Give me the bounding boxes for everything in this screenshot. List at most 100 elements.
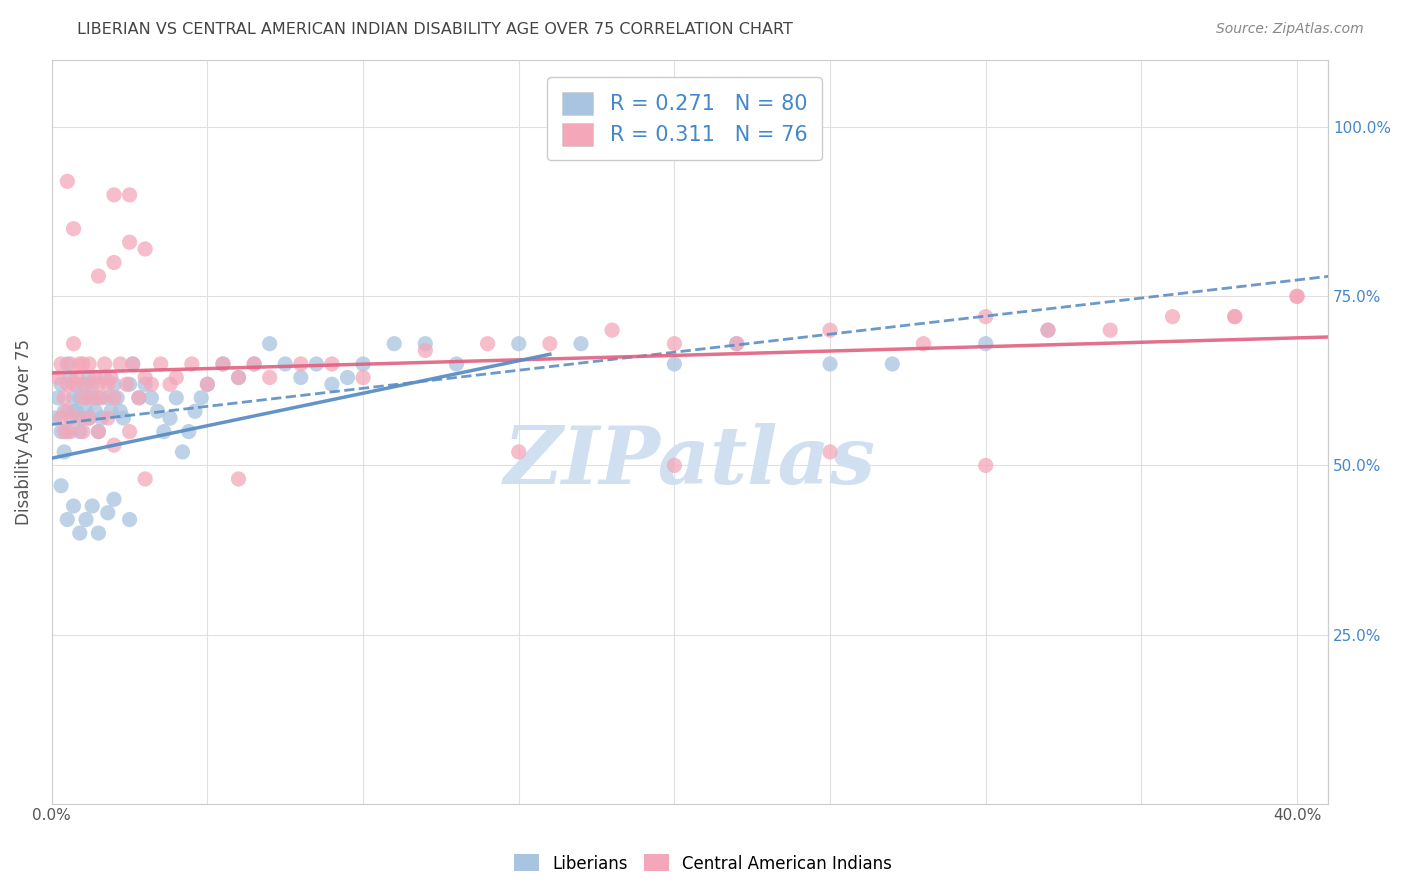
Point bbox=[177, 425, 200, 439]
Point bbox=[103, 187, 125, 202]
Text: Source: ZipAtlas.com: Source: ZipAtlas.com bbox=[1216, 22, 1364, 37]
Point bbox=[172, 445, 194, 459]
Point bbox=[90, 391, 112, 405]
Point bbox=[90, 411, 112, 425]
Point bbox=[165, 370, 187, 384]
Y-axis label: Disability Age Over 75: Disability Age Over 75 bbox=[15, 339, 32, 524]
Point bbox=[818, 445, 841, 459]
Point bbox=[56, 425, 79, 439]
Point bbox=[228, 370, 250, 384]
Text: ZIPatlas: ZIPatlas bbox=[503, 423, 876, 500]
Point bbox=[97, 411, 120, 425]
Point bbox=[49, 411, 72, 425]
Point bbox=[62, 404, 84, 418]
Point bbox=[87, 377, 110, 392]
Point bbox=[44, 411, 66, 425]
Point bbox=[53, 391, 76, 405]
Point bbox=[82, 499, 104, 513]
Point bbox=[103, 391, 125, 405]
Point bbox=[600, 323, 623, 337]
Point bbox=[110, 357, 132, 371]
Point bbox=[93, 370, 115, 384]
Point bbox=[477, 336, 499, 351]
Point bbox=[352, 357, 374, 371]
Point bbox=[49, 377, 72, 392]
Point bbox=[818, 323, 841, 337]
Point bbox=[62, 221, 84, 235]
Point bbox=[56, 512, 79, 526]
Point bbox=[97, 391, 120, 405]
Point bbox=[72, 411, 94, 425]
Point bbox=[305, 357, 328, 371]
Point bbox=[664, 458, 686, 473]
Point bbox=[84, 404, 107, 418]
Point bbox=[66, 377, 89, 392]
Point bbox=[82, 391, 104, 405]
Point bbox=[77, 370, 100, 384]
Point bbox=[69, 425, 91, 439]
Point bbox=[259, 370, 281, 384]
Point bbox=[103, 255, 125, 269]
Point bbox=[105, 391, 128, 405]
Text: LIBERIAN VS CENTRAL AMERICAN INDIAN DISABILITY AGE OVER 75 CORRELATION CHART: LIBERIAN VS CENTRAL AMERICAN INDIAN DISA… bbox=[77, 22, 793, 37]
Point bbox=[290, 357, 312, 371]
Point bbox=[75, 404, 97, 418]
Point bbox=[82, 377, 104, 392]
Point bbox=[72, 357, 94, 371]
Point bbox=[69, 357, 91, 371]
Point bbox=[274, 357, 297, 371]
Point bbox=[149, 357, 172, 371]
Legend: R = 0.271   N = 80, R = 0.311   N = 76: R = 0.271 N = 80, R = 0.311 N = 76 bbox=[547, 78, 823, 161]
Point bbox=[59, 425, 82, 439]
Point bbox=[1161, 310, 1184, 324]
Point bbox=[49, 425, 72, 439]
Point bbox=[415, 336, 437, 351]
Point bbox=[974, 336, 997, 351]
Point bbox=[62, 377, 84, 392]
Point bbox=[128, 391, 150, 405]
Point bbox=[97, 377, 120, 392]
Point bbox=[912, 336, 935, 351]
Point bbox=[141, 391, 163, 405]
Point bbox=[53, 445, 76, 459]
Point bbox=[72, 377, 94, 392]
Point bbox=[75, 391, 97, 405]
Point bbox=[103, 492, 125, 507]
Point bbox=[118, 512, 141, 526]
Point bbox=[49, 357, 72, 371]
Point bbox=[66, 370, 89, 384]
Point bbox=[1223, 310, 1246, 324]
Point bbox=[134, 242, 156, 256]
Point bbox=[66, 411, 89, 425]
Point bbox=[415, 343, 437, 358]
Point bbox=[228, 370, 250, 384]
Point bbox=[134, 370, 156, 384]
Point bbox=[1285, 289, 1308, 303]
Point bbox=[159, 411, 181, 425]
Point bbox=[118, 235, 141, 250]
Point bbox=[62, 336, 84, 351]
Point bbox=[1036, 323, 1059, 337]
Point bbox=[77, 411, 100, 425]
Point bbox=[62, 499, 84, 513]
Point bbox=[103, 438, 125, 452]
Point bbox=[1223, 310, 1246, 324]
Point bbox=[103, 377, 125, 392]
Point bbox=[1036, 323, 1059, 337]
Point bbox=[84, 370, 107, 384]
Point bbox=[259, 336, 281, 351]
Point bbox=[1099, 323, 1122, 337]
Point bbox=[725, 336, 748, 351]
Point bbox=[112, 411, 135, 425]
Point bbox=[56, 174, 79, 188]
Point bbox=[141, 377, 163, 392]
Point bbox=[46, 391, 69, 405]
Point bbox=[56, 404, 79, 418]
Point bbox=[184, 404, 207, 418]
Point bbox=[75, 377, 97, 392]
Point bbox=[87, 425, 110, 439]
Point bbox=[46, 370, 69, 384]
Point bbox=[100, 404, 122, 418]
Point bbox=[352, 370, 374, 384]
Point bbox=[87, 526, 110, 541]
